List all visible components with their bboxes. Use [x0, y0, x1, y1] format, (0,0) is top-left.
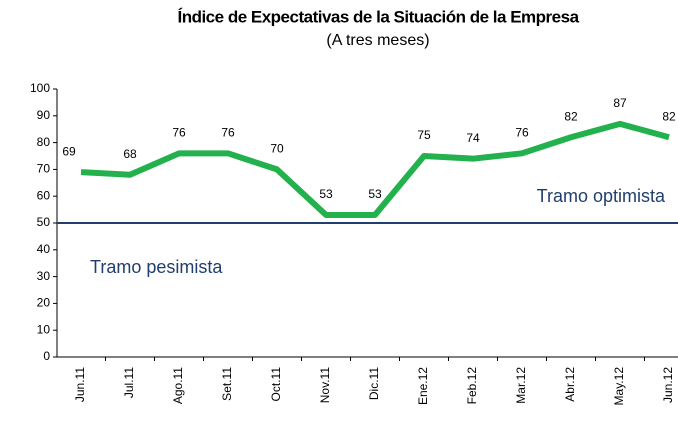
- y-tick-label: 10: [37, 322, 51, 336]
- data-label: 70: [270, 142, 284, 156]
- chart-title: Índice de Expectativas de la Situación d…: [177, 7, 579, 26]
- x-tick-label: Feb.12: [465, 367, 479, 405]
- y-tick-label: 40: [37, 242, 51, 256]
- x-tick-label: Set.11: [220, 367, 234, 401]
- y-tick-label: 0: [43, 349, 50, 363]
- data-label: 87: [613, 96, 627, 110]
- x-tick-label: Ene.12: [416, 367, 430, 405]
- x-tick-label: Oct.11: [269, 367, 283, 402]
- y-tick-label: 30: [37, 269, 51, 283]
- x-tick-label: Nov.11: [318, 367, 332, 404]
- x-tick-label: Jul.11: [122, 367, 136, 398]
- data-label: 76: [172, 125, 186, 139]
- x-tick-label: Abr.12: [563, 367, 577, 402]
- y-tick-label: 50: [37, 215, 51, 229]
- chart-subtitle: (A tres meses): [326, 32, 429, 49]
- data-label: 74: [466, 131, 480, 145]
- data-label: 69: [62, 144, 76, 158]
- x-tick-label: Ago.11: [171, 367, 185, 404]
- y-tick-label: 20: [37, 296, 51, 310]
- line-series: [80, 120, 670, 218]
- data-label: 75: [417, 128, 431, 142]
- x-tick-label: May.12: [612, 367, 626, 406]
- annotation: Tramo optimista: [537, 186, 666, 206]
- x-tick-label: Jun.12: [661, 367, 675, 403]
- x-tick-label: Mar.12: [514, 367, 528, 404]
- annotation: Tramo pesimista: [90, 257, 223, 277]
- data-label: 76: [515, 125, 529, 139]
- data-label: 53: [319, 187, 333, 201]
- x-tick-label: Jun.11: [73, 367, 87, 402]
- data-label: 68: [123, 147, 137, 161]
- data-label: 53: [368, 187, 382, 201]
- data-label: 82: [662, 109, 676, 123]
- y-tick-label: 90: [37, 108, 51, 122]
- y-tick-label: 100: [30, 81, 50, 95]
- y-tick-label: 60: [37, 188, 51, 202]
- data-label: 82: [564, 109, 578, 123]
- y-tick-label: 80: [37, 135, 51, 149]
- data-label: 76: [221, 125, 235, 139]
- y-tick-label: 70: [37, 162, 51, 176]
- x-tick-label: Dic.11: [367, 367, 381, 400]
